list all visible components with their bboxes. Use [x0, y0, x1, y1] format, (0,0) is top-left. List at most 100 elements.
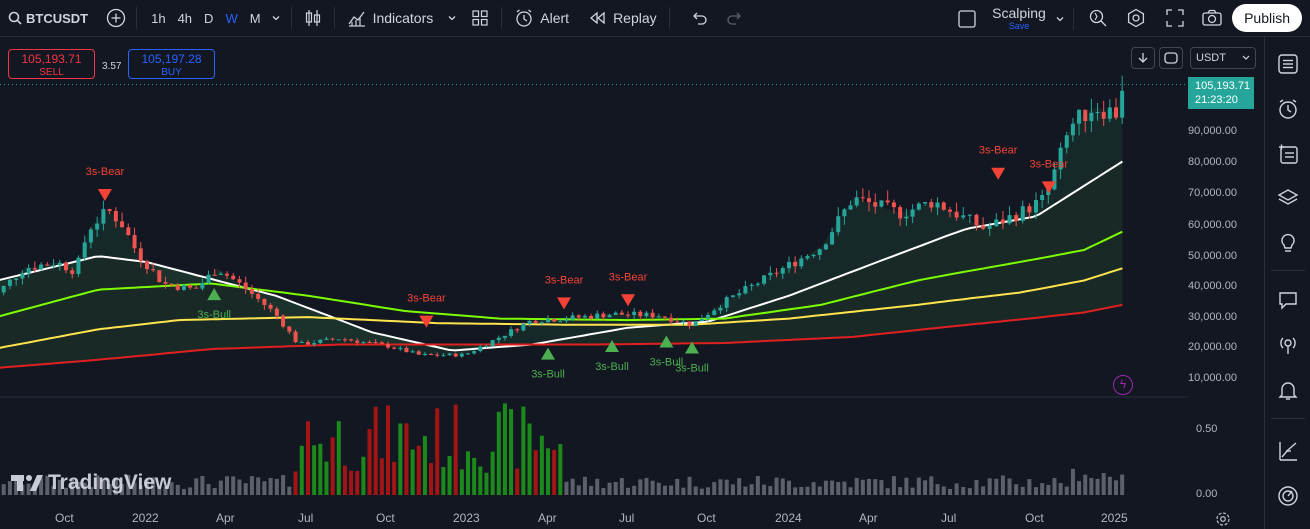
candle-body — [1020, 206, 1025, 221]
timeframe-w[interactable]: W — [225, 10, 238, 26]
speedometer-icon[interactable] — [1277, 485, 1299, 507]
timeframe-1h[interactable]: 1h — [151, 10, 166, 26]
layers-icon[interactable] — [1277, 187, 1299, 209]
timeframe-4h[interactable]: 4h — [177, 10, 193, 26]
bear-signal-label: 3s-Bear — [86, 166, 125, 178]
volume-bar — [662, 485, 667, 495]
publish-button[interactable]: Publish — [1232, 4, 1302, 32]
chart-settings-gear-icon[interactable] — [1215, 511, 1231, 527]
volume-bar — [330, 437, 335, 495]
volume-bar — [249, 476, 254, 495]
notifications-bell-icon[interactable] — [1277, 379, 1299, 401]
broadcast-icon[interactable] — [1277, 334, 1299, 356]
scroll-to-latest-button[interactable] — [1131, 47, 1155, 69]
candle-body — [793, 261, 798, 267]
chart-canvas[interactable]: 3s-Bear 3s-Bear 3s-Bear 3s-Bear 3s-Bear 3s-Be… — [0, 37, 1264, 529]
candle-body — [570, 315, 575, 320]
chart-pane[interactable]: 3s-Bear 3s-Bear 3s-Bear 3s-Bear 3s-Bear 3s-Be… — [0, 37, 1264, 529]
replay-button[interactable]: Replay — [589, 0, 657, 37]
timeframe-d[interactable]: D — [204, 10, 214, 26]
volume-bar — [1046, 484, 1051, 495]
symbol-search[interactable]: BTCUSDT — [0, 0, 88, 37]
time-tick: Jul — [941, 511, 957, 525]
undo-icon[interactable] — [690, 10, 708, 26]
object-tree-icon[interactable] — [1277, 143, 1299, 165]
candle-body — [1027, 206, 1032, 213]
volume-bar — [1083, 474, 1088, 495]
candle-body — [138, 248, 143, 262]
layouts-grid-icon[interactable] — [471, 9, 489, 27]
time-tick: Jul — [298, 511, 314, 525]
volume-bar — [95, 475, 100, 495]
volume-bar — [1077, 481, 1082, 495]
volume-bar — [1107, 476, 1112, 495]
chat-icon[interactable] — [1277, 289, 1299, 311]
candle-body — [1101, 112, 1106, 119]
sidebar-divider — [1271, 270, 1305, 271]
volume-bar — [1000, 475, 1005, 495]
trend-line-tool-icon[interactable] — [1277, 440, 1299, 462]
alerts-clock-icon[interactable] — [1277, 98, 1299, 120]
volume-bar — [762, 484, 767, 495]
arrow-down-icon — [1138, 53, 1148, 63]
layout-square-icon[interactable] — [957, 9, 977, 29]
volume-bar — [521, 406, 526, 495]
currency-select[interactable]: USDT — [1190, 47, 1256, 69]
buy-button[interactable]: 105,197.28 BUY — [128, 49, 215, 79]
candle-body — [1120, 90, 1125, 118]
candle-body — [76, 257, 81, 274]
candle-body — [675, 321, 680, 323]
compare-symbol-button[interactable] — [106, 8, 126, 28]
volume-bar — [823, 480, 828, 495]
volume-bar — [533, 450, 538, 495]
refresh-icon — [1164, 52, 1178, 64]
candle-body — [188, 285, 193, 288]
candles-chart-type-icon[interactable] — [304, 8, 322, 28]
volume-bar — [564, 481, 569, 495]
quick-search-icon[interactable] — [1088, 8, 1108, 28]
candle-body — [1083, 109, 1088, 122]
bull-signal-triangle — [685, 341, 699, 354]
volume-bar — [1020, 486, 1025, 495]
candle-body — [558, 321, 563, 323]
indicators-button[interactable]: Indicators — [347, 0, 458, 37]
candle-body — [268, 304, 273, 309]
bull-signal-label: 3s-Bull — [595, 361, 629, 373]
candle-body — [225, 273, 229, 276]
camera-icon[interactable] — [1201, 8, 1223, 28]
layout-save-button[interactable]: Scalping Save — [992, 5, 1046, 31]
ideas-lightbulb-icon[interactable] — [1277, 232, 1299, 254]
volume-bar — [1064, 486, 1069, 495]
separator — [333, 7, 335, 29]
time-tick: Apr — [538, 511, 557, 525]
lightning-event-icon[interactable]: ϟ — [1113, 375, 1133, 395]
candle-body — [1, 285, 6, 293]
fullscreen-icon[interactable] — [1165, 8, 1185, 28]
candle-body — [82, 242, 87, 258]
reset-chart-button[interactable] — [1159, 47, 1183, 69]
bear-signal-label: 3s-Bear — [979, 145, 1018, 157]
bull-signal-triangle — [541, 347, 555, 360]
candle-body — [607, 314, 612, 318]
candle-body — [249, 289, 254, 294]
redo-icon[interactable] — [726, 10, 744, 26]
volume-bar — [262, 481, 267, 495]
candle-body — [70, 270, 75, 274]
chevron-down-icon[interactable] — [1055, 14, 1065, 24]
alert-button[interactable]: Alert — [514, 0, 569, 37]
bear-signal-triangle — [419, 315, 434, 328]
candle-body — [967, 214, 972, 216]
volume-bar — [496, 411, 501, 495]
timeframe-m[interactable]: M — [249, 10, 261, 26]
candle-body — [157, 270, 162, 283]
time-tick: Apr — [859, 511, 878, 525]
volume-bar — [157, 488, 162, 495]
candle-body — [521, 323, 526, 331]
price-cloud — [0, 84, 1123, 356]
chevron-down-icon[interactable] — [271, 13, 281, 23]
sell-button[interactable]: 105,193.71 SELL — [8, 49, 95, 79]
candle-body — [564, 319, 569, 322]
watchlist-icon[interactable] — [1277, 53, 1299, 75]
settings-gear-icon[interactable] — [1126, 8, 1146, 28]
candle-body — [780, 268, 785, 274]
